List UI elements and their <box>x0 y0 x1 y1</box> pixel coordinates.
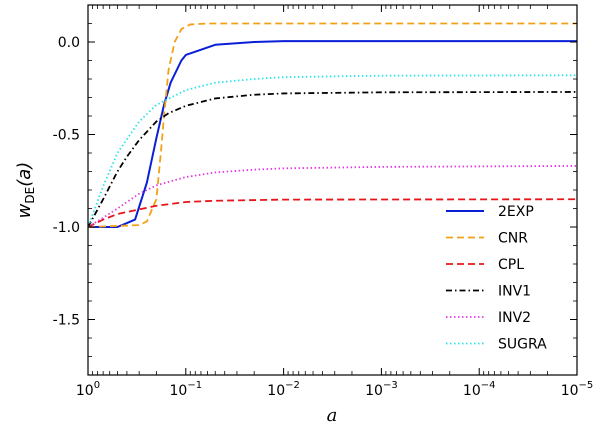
series-line-inv2 <box>88 165 577 228</box>
legend-label-cpl: CPL <box>498 257 524 273</box>
y-tick-label: -1.5 <box>53 313 80 329</box>
legend-label-cnr: CNR <box>498 231 528 247</box>
x-tick-label: 100 <box>76 380 100 399</box>
y-axis-label: wDE(a) <box>14 162 37 219</box>
series-line-cnr <box>88 22 577 228</box>
y-tick-label: -1.0 <box>53 220 80 236</box>
x-axis-label: a <box>327 405 338 426</box>
legend-label-inv1: INV1 <box>498 284 531 300</box>
y-tick-label: -0.5 <box>53 128 80 144</box>
legend: 2EXP CNR CPL INV1 INV2 SUGRA <box>446 204 547 353</box>
series-layer <box>88 22 577 228</box>
y-tick-label: 0.0 <box>58 35 80 51</box>
series-line-cpl <box>88 198 577 228</box>
x-tick-label: 10−5 <box>561 380 594 399</box>
legend-label-2exp: 2EXP <box>498 204 534 220</box>
x-tick-label: 10−3 <box>365 380 398 399</box>
x-tick-label: 10−1 <box>170 380 203 399</box>
x-tick-label: 10−4 <box>463 380 496 399</box>
legend-label-inv2: INV2 <box>498 310 531 326</box>
series-line-2exp <box>88 40 577 228</box>
ticks-layer: 100 10−1 10−2 10−3 10−4 10−5 0.0 -0.5 -1.0 -1.5 <box>53 4 594 399</box>
legend-label-sugra: SUGRA <box>498 337 547 353</box>
x-tick-label: 10−2 <box>267 380 300 399</box>
series-line-inv1 <box>88 91 577 228</box>
